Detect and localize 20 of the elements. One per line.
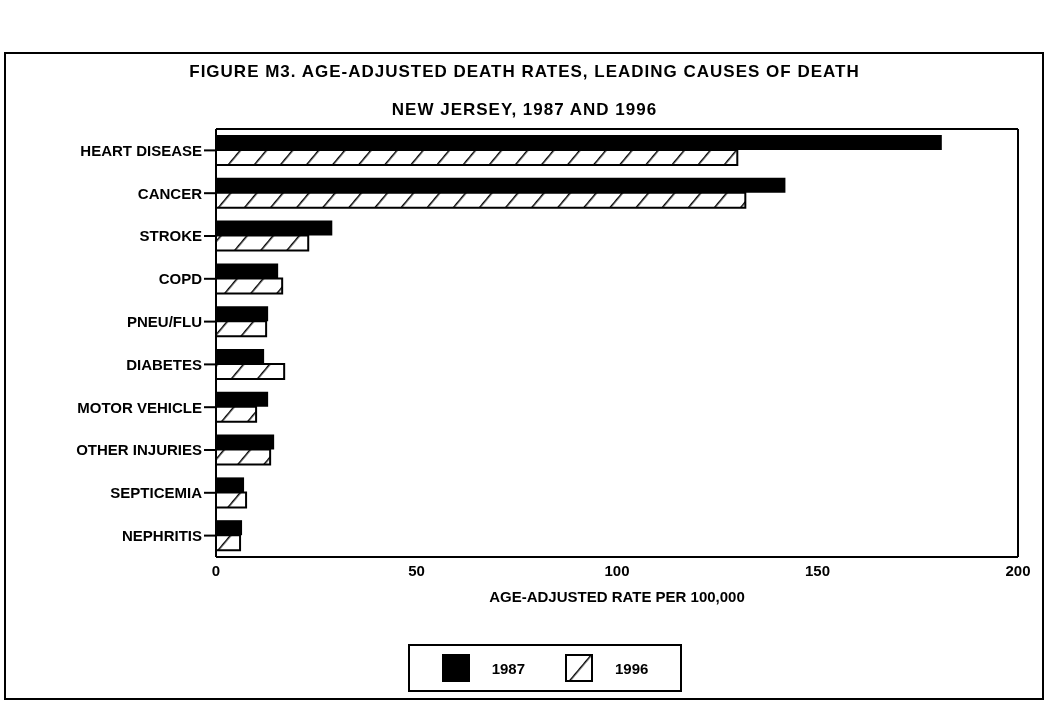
y-tick-label: SEPTICEMIA [110,484,203,502]
x-tick-label: 50 [408,561,425,579]
x-tick-label: 200 [1005,561,1031,579]
chart-subtitle: NEW JERSEY, 1987 AND 1996 [390,100,659,120]
legend-label: 1987 [491,659,525,677]
y-tick-label: COPD [158,270,203,288]
y-tick-label: OTHER INJURIES [76,441,202,459]
x-tick-label: 0 [211,561,221,579]
chart-title: FIGURE M3. AGE-ADJUSTED DEATH RATES, LEADING CAUSES OF DEATH [188,62,861,82]
y-tick-label: HEART DISEASE [80,141,202,159]
x-axis-title: AGE-ADJUSTED RATE PER 100,000 [489,588,745,605]
y-tick-label: CANCER [137,184,203,202]
y-tick-label: MOTOR VEHICLE [77,398,202,416]
legend-label: 1996 [615,659,649,677]
x-tick-label: 150 [804,561,831,579]
x-tick-label: 100 [604,561,630,579]
y-tick-label: DIABETES [126,355,202,373]
y-tick-label: STROKE [139,227,202,245]
y-tick-label: PNEU/FLU [127,312,202,330]
y-tick-label: NEPHRITIS [121,526,202,544]
